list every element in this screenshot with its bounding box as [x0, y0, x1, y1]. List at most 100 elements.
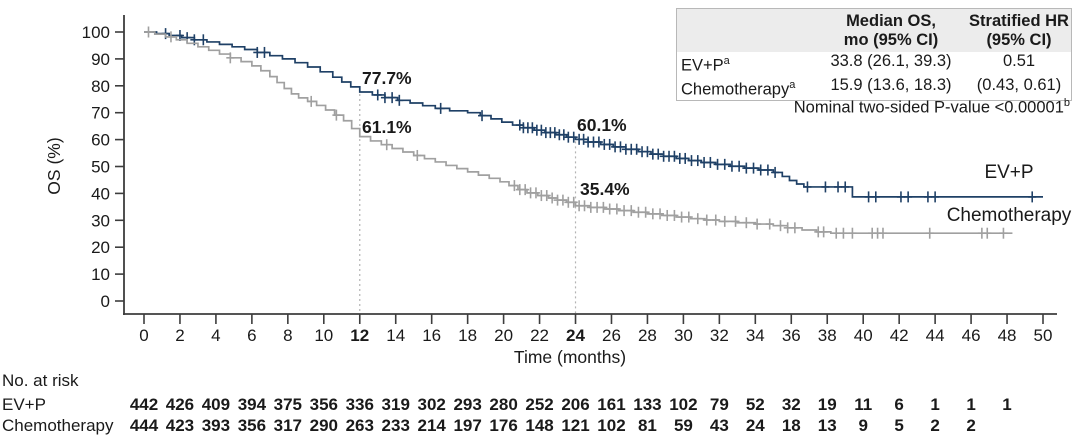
x-tick-label: 44 — [926, 326, 945, 345]
x-tick-label: 14 — [386, 326, 405, 345]
risk-row-label-evp: EV+P — [2, 395, 46, 414]
x-tick-label: 16 — [422, 326, 441, 345]
risk-count: 133 — [633, 395, 661, 414]
p-value-text: Nominal two-sided P-value <0.00001 — [793, 98, 1064, 117]
median-os-header-line2: mo (95% CI) — [843, 31, 939, 49]
annotation-evp-24mo: 60.1% — [577, 115, 627, 135]
x-axis-title: Time (months) — [514, 347, 626, 367]
risk-count: 375 — [274, 395, 302, 414]
risk-count: 317 — [274, 416, 302, 435]
y-tick-label: 100 — [82, 23, 110, 42]
risk-count: 11 — [854, 395, 872, 414]
x-tick-label: 30 — [674, 326, 693, 345]
results-row-chemo-hr: (0.43, 0.61) — [967, 76, 1071, 100]
risk-count: 5 — [894, 416, 903, 435]
x-tick-label: 20 — [494, 326, 513, 345]
risk-count: 19 — [818, 395, 837, 414]
evp-footnote-sup: a — [723, 55, 730, 67]
risk-count: 9 — [858, 416, 867, 435]
risk-count: 102 — [597, 416, 625, 435]
y-tick-label: 90 — [91, 50, 110, 69]
x-tick-label: 12 — [350, 326, 369, 345]
median-os-header-line1: Median OS, — [846, 12, 936, 30]
results-table-header-hr: Stratified HR (95% CI) — [967, 9, 1071, 52]
risk-count: 6 — [894, 395, 903, 414]
x-tick-label: 42 — [890, 326, 909, 345]
y-tick-label: 10 — [91, 265, 110, 284]
risk-count: 206 — [561, 395, 589, 414]
p-value-note: Nominal two-sided P-value <0.00001b — [676, 97, 1072, 118]
risk-count: 43 — [710, 416, 729, 435]
risk-count: 233 — [382, 416, 410, 435]
risk-row-label-chemotherapy: Chemotherapy — [2, 416, 114, 435]
curve-label-chemotherapy: Chemotherapy — [947, 205, 1072, 226]
risk-count: 214 — [417, 416, 446, 435]
risk-count: 1 — [1002, 395, 1011, 414]
risk-count: 252 — [525, 395, 553, 414]
risk-count: 263 — [346, 416, 374, 435]
results-table-header-median-os: Median OS, mo (95% CI) — [815, 9, 967, 52]
risk-count: 121 — [561, 416, 589, 435]
x-tick-label: 26 — [602, 326, 621, 345]
risk-count: 13 — [818, 416, 837, 435]
risk-count: 1 — [930, 395, 939, 414]
evp-label-text: EV+P — [681, 56, 724, 75]
risk-count: 423 — [166, 416, 194, 435]
risk-count: 394 — [238, 395, 267, 414]
x-tick-label: 24 — [566, 326, 585, 345]
risk-count: 24 — [746, 416, 765, 435]
risk-count: 356 — [238, 416, 266, 435]
risk-count: 336 — [346, 395, 374, 414]
chemo-label-text: Chemotherapy — [681, 80, 790, 99]
annotation-chemo-12mo: 61.1% — [362, 117, 412, 137]
x-tick-label: 50 — [1034, 326, 1053, 345]
x-tick-label: 22 — [530, 326, 549, 345]
x-tick-label: 34 — [746, 326, 765, 345]
y-tick-label: 40 — [91, 184, 110, 203]
results-table: Median OS, mo (95% CI) Stratified HR (95… — [676, 8, 1072, 101]
p-value-footnote-sup: b — [1063, 97, 1070, 109]
risk-count: 356 — [310, 395, 338, 414]
results-row-evp-median: 33.8 (26.1, 39.3) — [815, 52, 967, 76]
risk-count: 176 — [489, 416, 517, 435]
x-tick-label: 2 — [175, 326, 184, 345]
y-tick-label: 70 — [91, 104, 110, 123]
risk-count: 442 — [130, 395, 158, 414]
risk-count: 393 — [202, 416, 230, 435]
curve-label-evp: EV+P — [984, 162, 1033, 183]
risk-count: 79 — [710, 395, 729, 414]
hr-header-line1: Stratified HR — [969, 12, 1069, 30]
x-tick-label: 4 — [211, 326, 220, 345]
risk-count: 290 — [310, 416, 338, 435]
x-tick-label: 18 — [458, 326, 477, 345]
x-tick-label: 46 — [962, 326, 981, 345]
risk-count: 59 — [674, 416, 693, 435]
hr-header-line2: (95% CI) — [986, 31, 1052, 49]
x-tick-label: 0 — [139, 326, 148, 345]
x-tick-label: 40 — [854, 326, 873, 345]
results-row-chemo-label: Chemotherapya — [677, 76, 815, 100]
risk-count: 426 — [166, 395, 194, 414]
x-tick-label: 10 — [314, 326, 333, 345]
y-tick-label: 80 — [91, 77, 110, 96]
y-tick-label: 0 — [101, 292, 110, 311]
x-tick-label: 28 — [638, 326, 657, 345]
x-tick-label: 48 — [998, 326, 1017, 345]
y-tick-label: 20 — [91, 238, 110, 257]
risk-count: 280 — [489, 395, 517, 414]
x-tick-label: 36 — [782, 326, 801, 345]
risk-count: 293 — [453, 395, 481, 414]
risk-count: 444 — [130, 416, 159, 435]
annotation-evp-12mo: 77.7% — [362, 68, 412, 88]
results-row-chemo-median: 15.9 (13.6, 18.3) — [815, 76, 967, 100]
y-tick-label: 30 — [91, 211, 110, 230]
risk-count: 32 — [782, 395, 801, 414]
y-tick-label: 60 — [91, 131, 110, 150]
y-axis-title: OS (%) — [44, 137, 64, 194]
risk-count: 2 — [966, 416, 975, 435]
results-table-header-empty — [677, 9, 815, 52]
risk-count: 52 — [746, 395, 765, 414]
risk-count: 409 — [202, 395, 230, 414]
